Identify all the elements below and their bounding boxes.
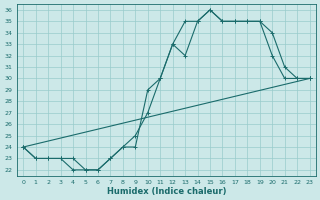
X-axis label: Humidex (Indice chaleur): Humidex (Indice chaleur) [107,187,226,196]
